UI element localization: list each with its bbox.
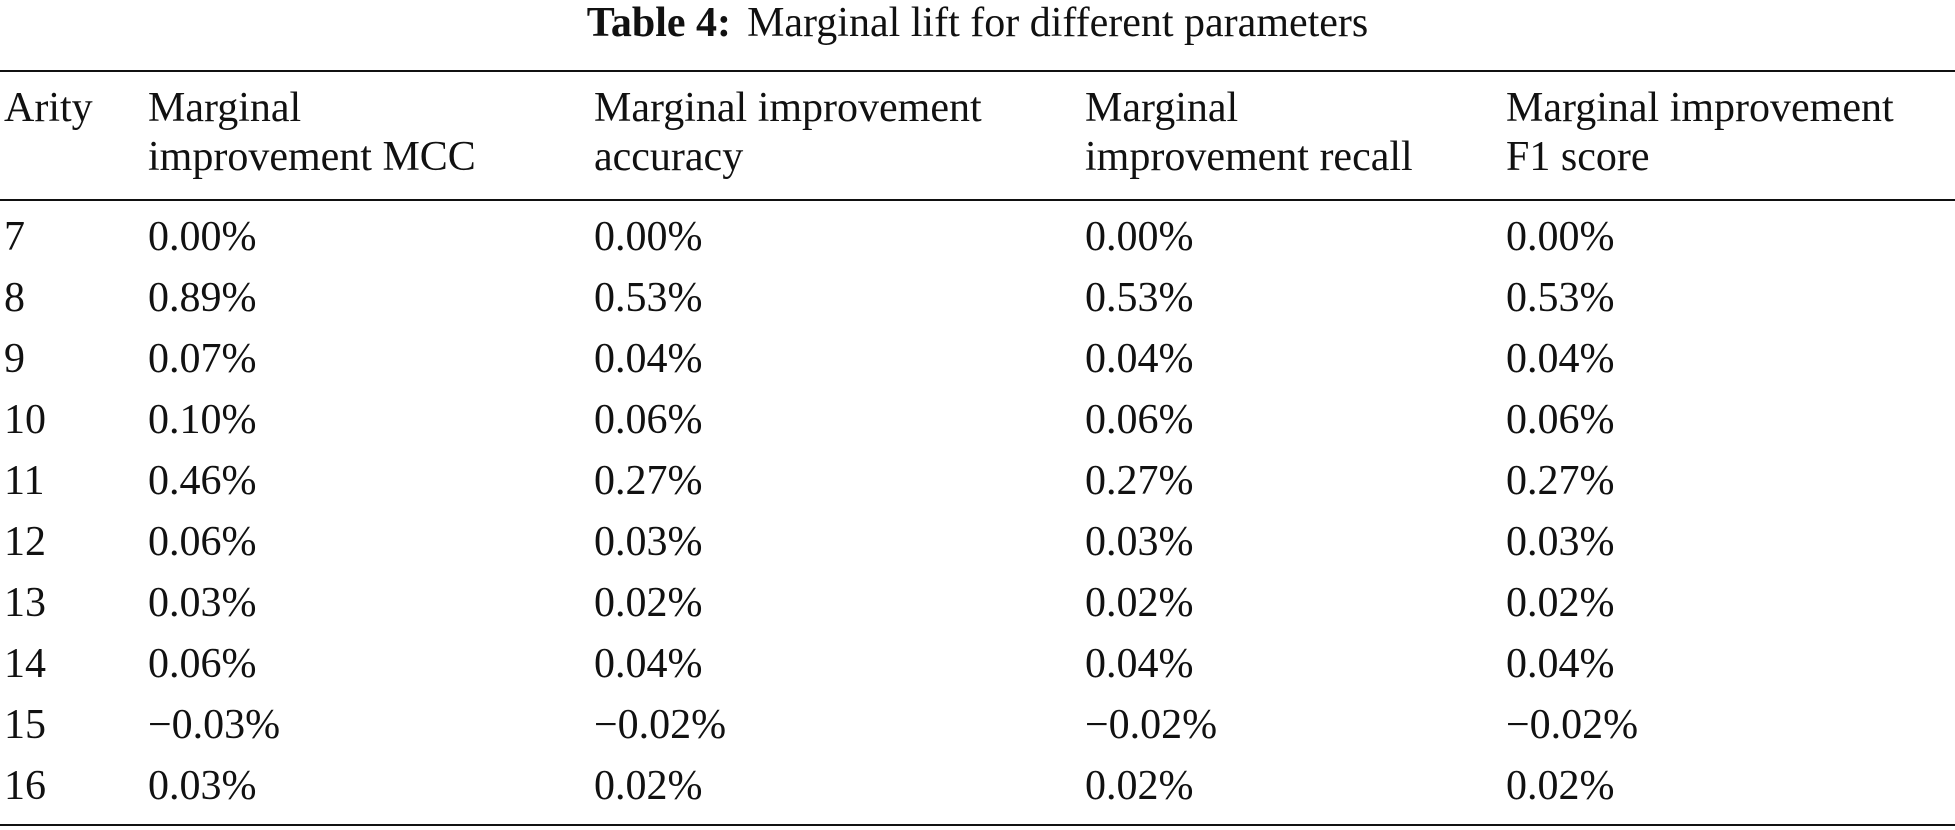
cell-mcc: −0.03% <box>148 702 281 748</box>
cell-accuracy: 0.02% <box>594 763 703 809</box>
header-arity: Arity <box>4 84 93 133</box>
cell-mcc: 0.03% <box>148 763 257 809</box>
cell-mcc: 0.07% <box>148 336 257 382</box>
table-row: 8 0.89% 0.53% 0.53% 0.53% <box>0 268 1955 329</box>
cell-f1: 0.02% <box>1506 580 1615 626</box>
cell-accuracy: 0.04% <box>594 336 703 382</box>
cell-recall: 0.02% <box>1085 580 1194 626</box>
cell-mcc: 0.10% <box>148 397 257 443</box>
header-f1: Marginal improvement F1 score <box>1506 84 1894 182</box>
cell-arity: 14 <box>4 641 46 687</box>
header-line: improvement MCC <box>148 134 476 180</box>
cell-recall: 0.06% <box>1085 397 1194 443</box>
table-top-rule <box>0 70 1955 72</box>
cell-accuracy: 0.03% <box>594 519 703 565</box>
cell-arity: 13 <box>4 580 46 626</box>
header-line: accuracy <box>594 134 744 180</box>
header-line: Marginal <box>148 85 302 131</box>
cell-recall: 0.04% <box>1085 336 1194 382</box>
cell-recall: −0.02% <box>1085 702 1218 748</box>
table-row: 12 0.06% 0.03% 0.03% 0.03% <box>0 512 1955 573</box>
header-recall: Marginal improvement recall <box>1085 84 1413 182</box>
cell-f1: 0.03% <box>1506 519 1615 565</box>
cell-recall: 0.02% <box>1085 763 1194 809</box>
table-header-rule <box>0 199 1955 201</box>
cell-mcc: 0.00% <box>148 214 257 260</box>
cell-accuracy: 0.27% <box>594 458 703 504</box>
table-caption-label: Table 4: <box>586 0 732 46</box>
table-row: 7 0.00% 0.00% 0.00% 0.00% <box>0 207 1955 268</box>
table-bottom-rule <box>0 824 1955 826</box>
cell-mcc: 0.46% <box>148 458 257 504</box>
header-line: Marginal improvement <box>594 85 982 131</box>
cell-recall: 0.53% <box>1085 275 1194 321</box>
cell-recall: 0.27% <box>1085 458 1194 504</box>
cell-arity: 16 <box>4 763 46 809</box>
cell-f1: 0.27% <box>1506 458 1615 504</box>
table-row: 9 0.07% 0.04% 0.04% 0.04% <box>0 329 1955 390</box>
cell-f1: 0.04% <box>1506 336 1615 382</box>
cell-arity: 12 <box>4 519 46 565</box>
cell-f1: 0.00% <box>1506 214 1615 260</box>
table-row: 13 0.03% 0.02% 0.02% 0.02% <box>0 573 1955 634</box>
cell-accuracy: −0.02% <box>594 702 727 748</box>
cell-mcc: 0.89% <box>148 275 257 321</box>
cell-accuracy: 0.04% <box>594 641 703 687</box>
cell-arity: 8 <box>4 275 25 321</box>
cell-f1: −0.02% <box>1506 702 1639 748</box>
table-caption-text: Marginal lift for different parameters <box>747 0 1369 46</box>
header-line: F1 score <box>1506 134 1650 180</box>
cell-f1: 0.02% <box>1506 763 1615 809</box>
table-row: 11 0.46% 0.27% 0.27% 0.27% <box>0 451 1955 512</box>
cell-arity: 7 <box>4 214 25 260</box>
table-row: 10 0.10% 0.06% 0.06% 0.06% <box>0 390 1955 451</box>
table-row: 16 0.03% 0.02% 0.02% 0.02% <box>0 756 1955 817</box>
table-row: 15 −0.03% −0.02% −0.02% −0.02% <box>0 695 1955 756</box>
header-line: Marginal <box>1085 85 1239 131</box>
table-header: Arity Marginal improvement MCC Marginal … <box>0 84 1955 194</box>
table-body: 7 0.00% 0.00% 0.00% 0.00% 8 0.89% 0.53% … <box>0 207 1955 817</box>
cell-accuracy: 0.02% <box>594 580 703 626</box>
cell-mcc: 0.06% <box>148 519 257 565</box>
cell-accuracy: 0.53% <box>594 275 703 321</box>
cell-accuracy: 0.00% <box>594 214 703 260</box>
header-mcc: Marginal improvement MCC <box>148 84 476 182</box>
cell-recall: 0.03% <box>1085 519 1194 565</box>
cell-f1: 0.53% <box>1506 275 1615 321</box>
cell-mcc: 0.03% <box>148 580 257 626</box>
cell-accuracy: 0.06% <box>594 397 703 443</box>
header-accuracy: Marginal improvement accuracy <box>594 84 982 182</box>
cell-arity: 10 <box>4 397 46 443</box>
cell-arity: 11 <box>4 458 45 504</box>
header-line: Arity <box>4 85 93 131</box>
cell-f1: 0.04% <box>1506 641 1615 687</box>
table-caption: Table 4: Marginal lift for different para… <box>0 0 1955 60</box>
header-line: Marginal improvement <box>1506 85 1894 131</box>
cell-recall: 0.00% <box>1085 214 1194 260</box>
table-row: 14 0.06% 0.04% 0.04% 0.04% <box>0 634 1955 695</box>
cell-recall: 0.04% <box>1085 641 1194 687</box>
cell-arity: 9 <box>4 336 25 382</box>
cell-f1: 0.06% <box>1506 397 1615 443</box>
header-line: improvement recall <box>1085 134 1413 180</box>
cell-arity: 15 <box>4 702 46 748</box>
cell-mcc: 0.06% <box>148 641 257 687</box>
